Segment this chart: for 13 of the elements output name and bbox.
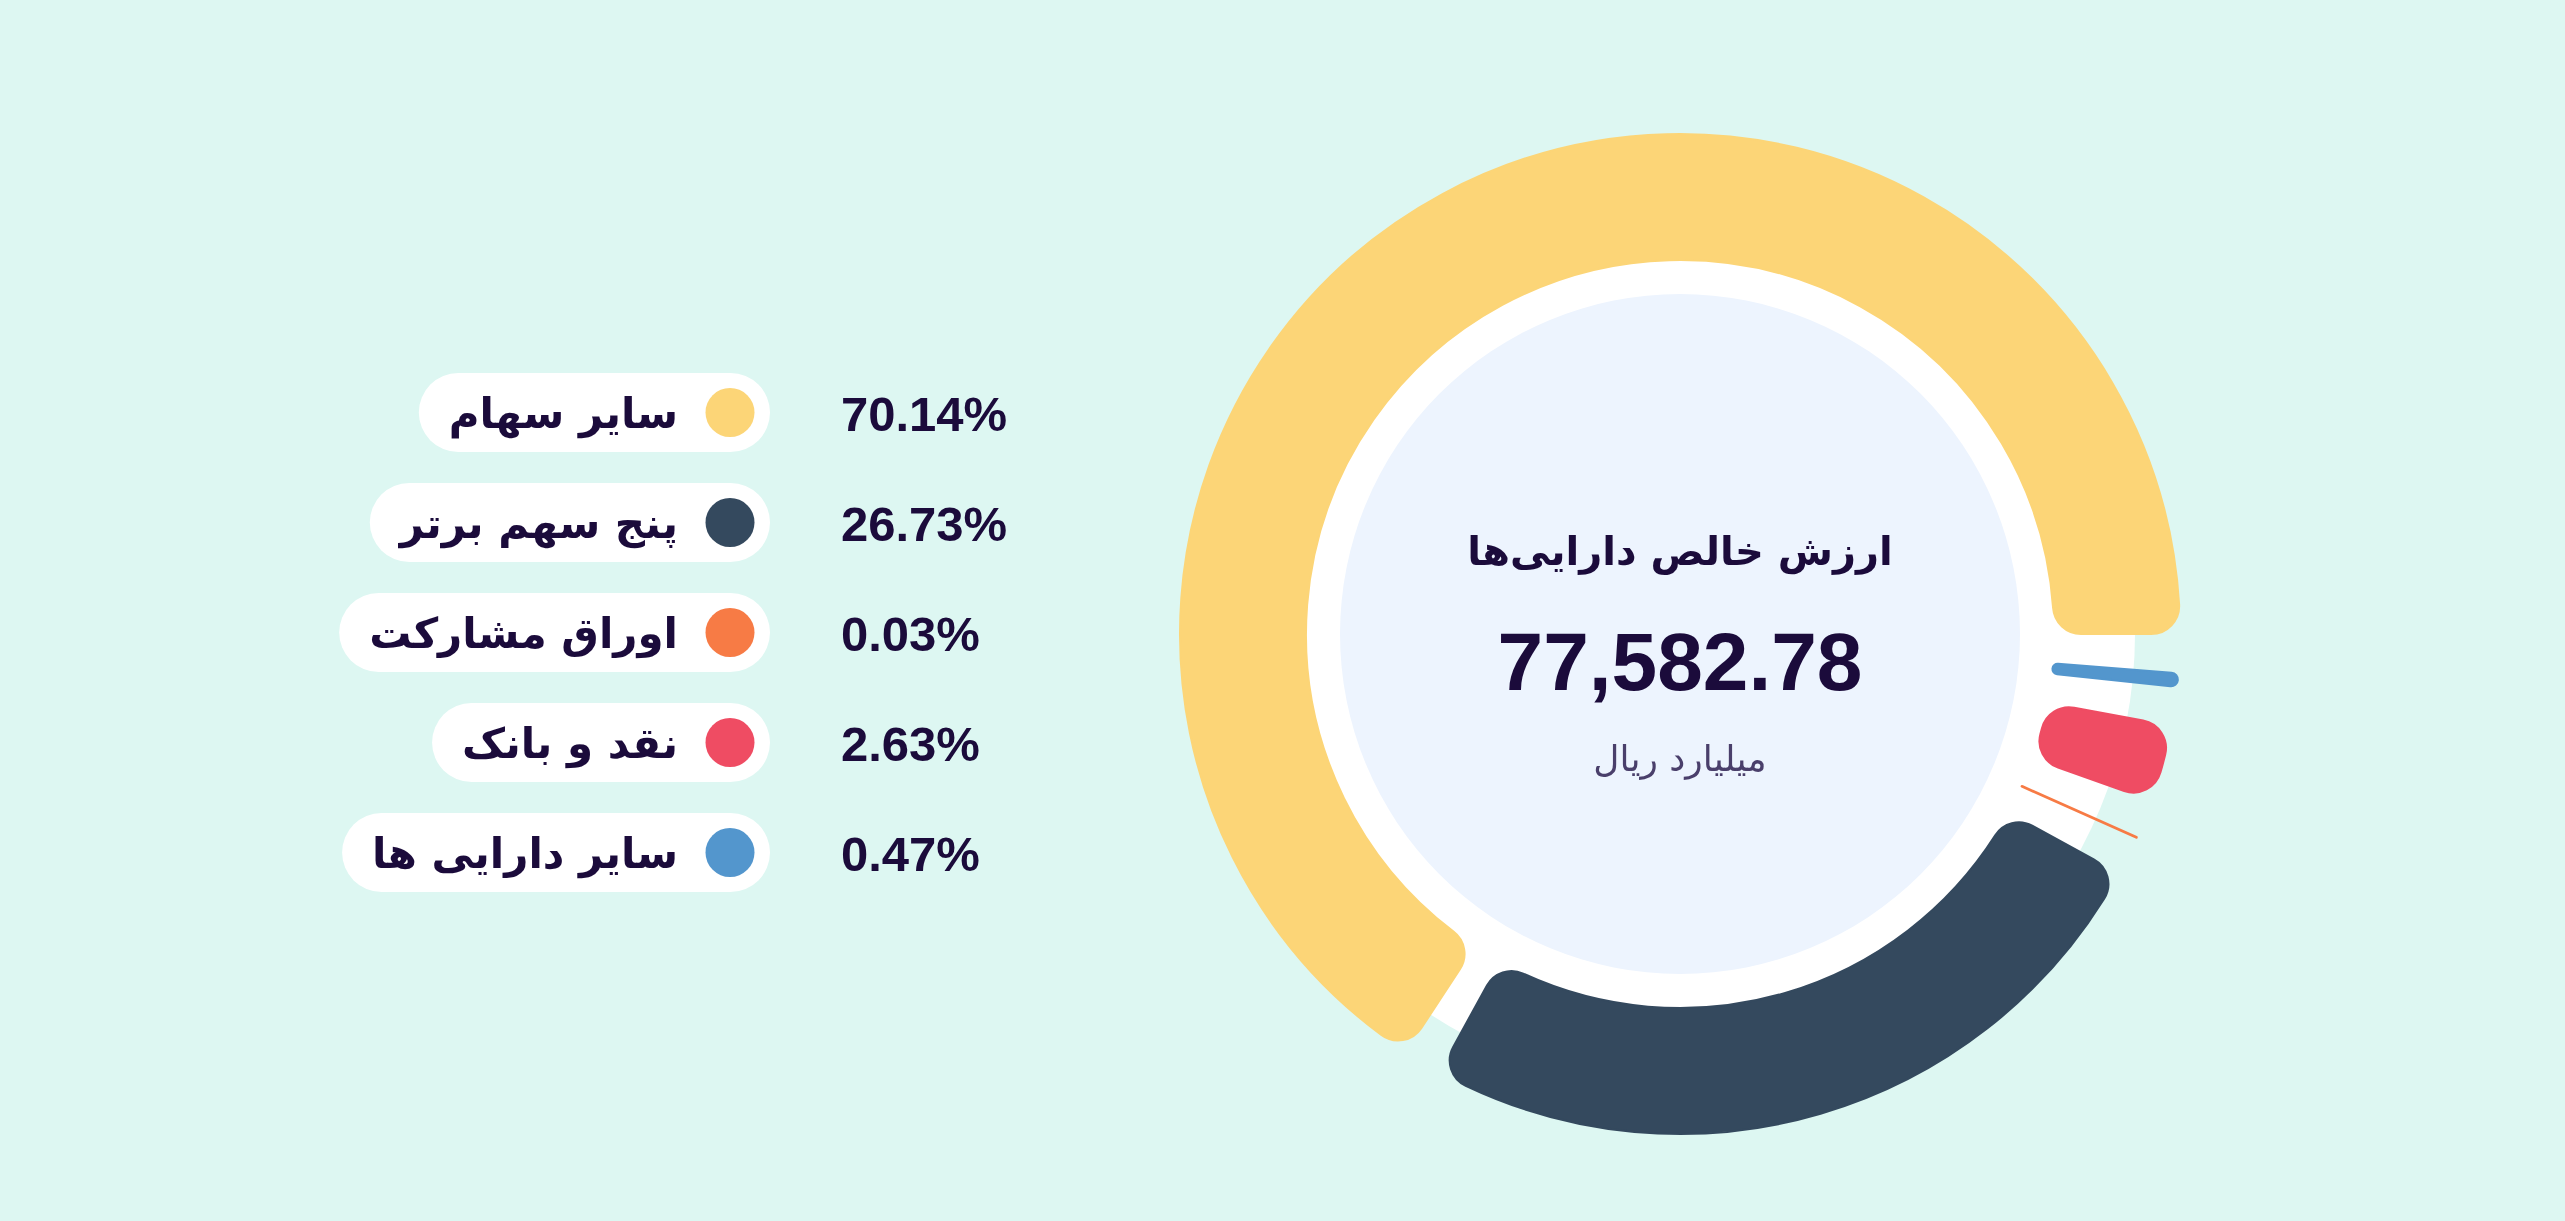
legend-label: نقد و بانک <box>462 718 678 769</box>
legend-label: اوراق مشارکت <box>369 608 678 659</box>
data-label: 70.14% <box>841 386 1008 441</box>
legend-label: سایر سهام <box>448 388 678 439</box>
legend-label: سایر دارایی ها <box>372 828 678 879</box>
legend-label: پنج سهم برتر <box>397 498 678 549</box>
data-label: 2.63% <box>841 716 980 771</box>
text: ارزش خالص دارایی‌ها <box>1467 528 1893 575</box>
text: 77,582.78 <box>1497 616 1863 707</box>
data-label: 26.73% <box>841 496 1008 551</box>
text: میلیارد ریال <box>1593 738 1767 780</box>
data-label: 0.03% <box>841 606 980 661</box>
data-label: 0.47% <box>841 826 980 881</box>
